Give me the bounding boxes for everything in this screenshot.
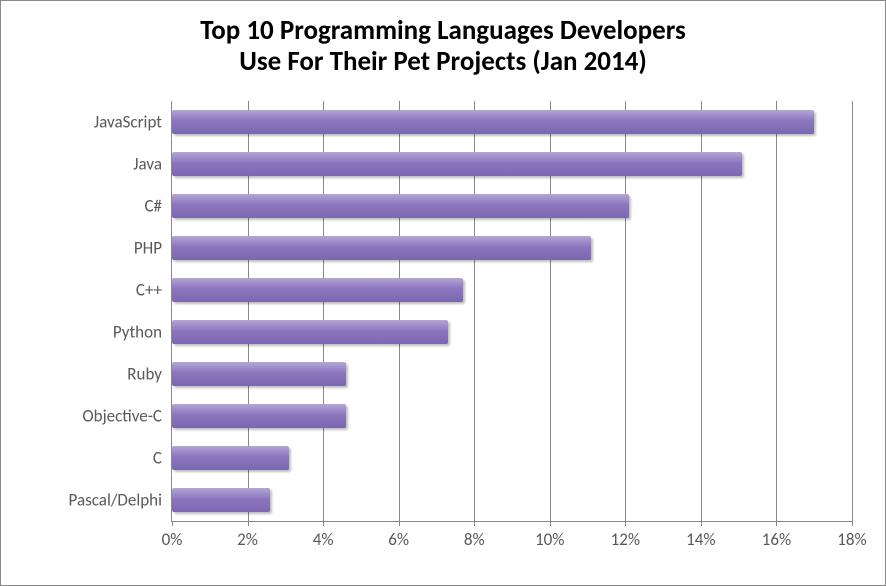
- x-tick: [399, 521, 400, 526]
- y-axis-label: C++: [136, 280, 162, 301]
- bar-row: [172, 395, 852, 437]
- x-tick: [248, 521, 249, 526]
- x-axis-label: 14%: [686, 529, 715, 550]
- bar-row: [172, 353, 852, 395]
- x-axis-label: 4%: [313, 529, 334, 550]
- bar-row: [172, 227, 852, 269]
- y-axis-label: Objective-C: [82, 406, 162, 427]
- x-tick: [323, 521, 324, 526]
- bar: [172, 488, 270, 512]
- chart-title: Top 10 Programming Languages Developers …: [1, 1, 885, 77]
- bar-row: [172, 101, 852, 143]
- bar-row: [172, 479, 852, 521]
- bar: [172, 446, 289, 470]
- bar-row: [172, 269, 852, 311]
- x-axis-label: 8%: [464, 529, 485, 550]
- x-axis-label: 18%: [837, 529, 866, 550]
- bar-row: [172, 185, 852, 227]
- bar: [172, 194, 629, 218]
- plot-area: 0%2%4%6%8%10%12%14%16%18%JavaScriptJavaC…: [171, 101, 852, 522]
- x-tick: [550, 521, 551, 526]
- bar: [172, 110, 814, 134]
- y-axis-label: Python: [113, 322, 162, 343]
- y-axis-label: C: [153, 448, 162, 469]
- x-tick: [701, 521, 702, 526]
- bar: [172, 152, 742, 176]
- x-axis-label: 0%: [162, 529, 183, 550]
- x-axis-label: 2%: [237, 529, 258, 550]
- bar: [172, 278, 463, 302]
- bar-row: [172, 311, 852, 353]
- x-tick: [474, 521, 475, 526]
- bar: [172, 236, 591, 260]
- gridline: [852, 101, 853, 521]
- bar: [172, 362, 346, 386]
- bar: [172, 404, 346, 428]
- y-axis-label: C#: [144, 196, 162, 217]
- x-axis-label: 12%: [611, 529, 640, 550]
- bar-row: [172, 437, 852, 479]
- chart-container: Top 10 Programming Languages Developers …: [0, 0, 886, 586]
- chart-title-line2: Use For Their Pet Projects (Jan 2014): [239, 45, 647, 78]
- y-axis-label: Ruby: [127, 364, 162, 385]
- bar: [172, 320, 448, 344]
- y-axis-label: Pascal/Delphi: [69, 490, 162, 511]
- x-axis-label: 16%: [762, 529, 791, 550]
- x-tick: [852, 521, 853, 526]
- y-axis-label: JavaScript: [94, 112, 162, 133]
- x-tick: [776, 521, 777, 526]
- bar-row: [172, 143, 852, 185]
- y-axis-label: PHP: [134, 238, 162, 259]
- y-axis-label: Java: [133, 154, 162, 175]
- x-axis-label: 6%: [388, 529, 409, 550]
- chart-title-line1: Top 10 Programming Languages Developers: [200, 14, 686, 47]
- x-tick: [172, 521, 173, 526]
- x-tick: [625, 521, 626, 526]
- x-axis-label: 10%: [535, 529, 564, 550]
